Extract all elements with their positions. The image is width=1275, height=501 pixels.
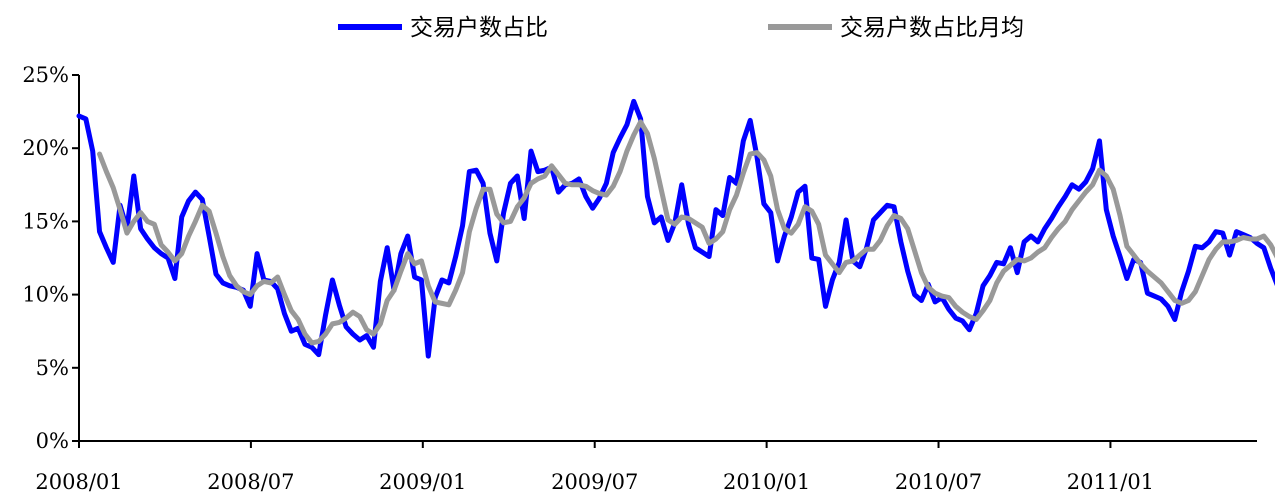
x-tick-label: 2008/07 xyxy=(207,470,294,494)
y-tick-label: 20% xyxy=(22,136,69,160)
y-tick-label: 5% xyxy=(36,356,69,380)
x-tick-label: 2009/07 xyxy=(551,470,638,494)
x-tick-label: 2010/01 xyxy=(723,470,810,494)
y-axis-ticks: 0% 5% 10% 15% 20% 25% xyxy=(22,63,79,453)
legend-label-series-1: 交易户数占比 xyxy=(410,15,548,41)
x-axis-ticks: 2008/01 2008/07 2009/01 2009/07 2010/01 2010/… xyxy=(35,441,1154,494)
x-tick-label: 2011/01 xyxy=(1067,470,1154,494)
series-line-1 xyxy=(76,98,1275,359)
series-layer xyxy=(76,98,1275,359)
y-tick-label: 15% xyxy=(22,209,69,233)
legend: 交易户数占比 交易户数占比月均 xyxy=(338,15,1024,41)
x-tick-label: 2010/07 xyxy=(895,470,982,494)
y-tick-label: 10% xyxy=(22,283,69,307)
legend-label-series-2: 交易户数占比月均 xyxy=(840,15,1024,41)
y-tick-label: 0% xyxy=(36,429,69,453)
axes xyxy=(78,75,1257,442)
x-tick-label: 2009/01 xyxy=(379,470,466,494)
series-line-2 xyxy=(97,119,1275,346)
y-tick-label: 25% xyxy=(22,63,69,87)
x-tick-label: 2008/01 xyxy=(35,470,122,494)
